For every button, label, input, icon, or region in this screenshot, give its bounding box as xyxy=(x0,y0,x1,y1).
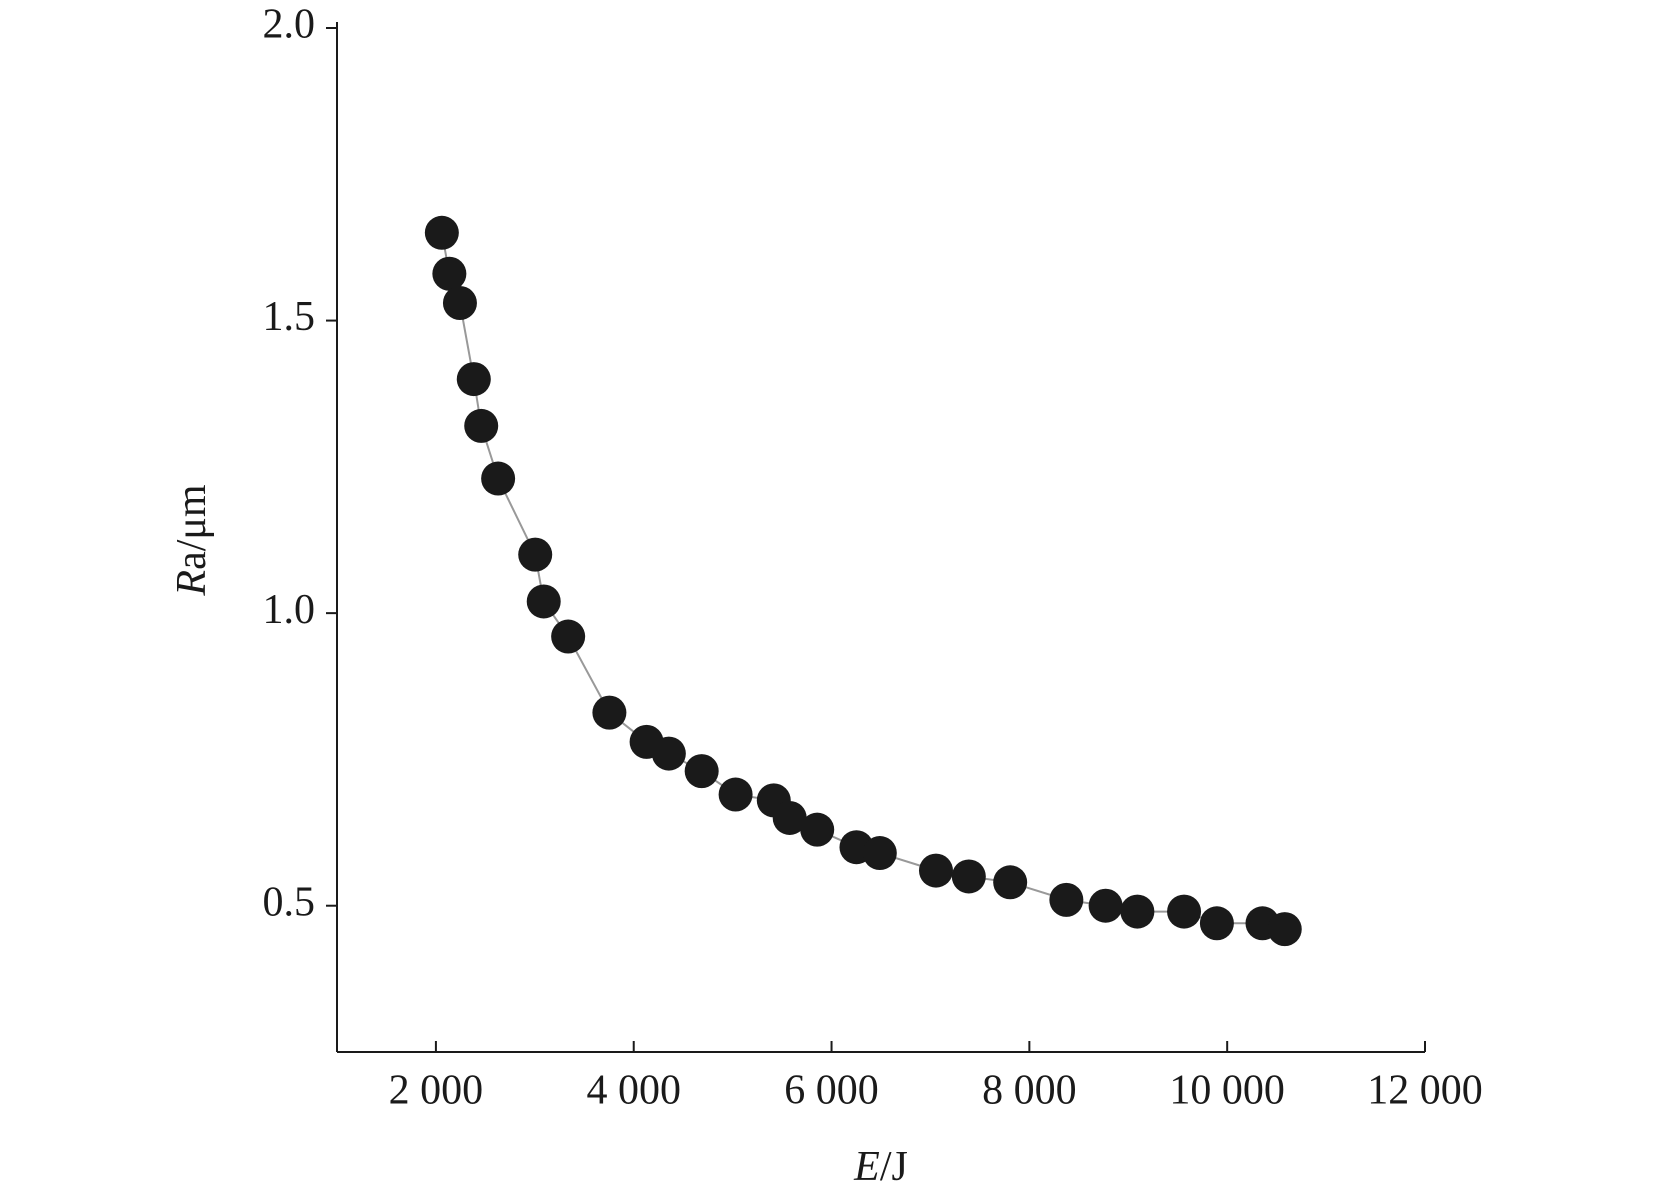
y-tick-label: 1.5 xyxy=(263,294,316,340)
data-point xyxy=(526,584,561,619)
data-point xyxy=(862,836,897,871)
data-point xyxy=(551,619,586,654)
data-point xyxy=(424,215,459,250)
x-tick-label: 6 000 xyxy=(784,1068,879,1114)
data-point xyxy=(718,777,753,812)
x-tick-label: 2 000 xyxy=(389,1068,484,1114)
data-point xyxy=(442,286,477,321)
data-point xyxy=(918,853,953,888)
y-tick-label: 0.5 xyxy=(263,879,316,925)
data-point xyxy=(800,812,835,847)
data-line xyxy=(440,232,1286,931)
data-point xyxy=(456,362,491,397)
y-tick-label: 2.0 xyxy=(263,2,316,48)
data-point xyxy=(772,800,807,835)
data-point xyxy=(1199,906,1234,941)
data-point xyxy=(592,695,627,730)
data-point xyxy=(481,461,516,496)
data-point xyxy=(651,736,686,771)
data-point xyxy=(518,537,553,572)
data-point xyxy=(1049,882,1084,917)
x-tick-label: 12 000 xyxy=(1367,1068,1483,1114)
x-tick-label: 8 000 xyxy=(982,1068,1077,1114)
data-point xyxy=(1088,888,1123,923)
data-point xyxy=(951,859,986,894)
x-axis-label: E/J xyxy=(853,1144,908,1190)
data-point xyxy=(432,256,467,291)
x-tick-label: 4 000 xyxy=(586,1068,681,1114)
y-axis-label: Ra/μm xyxy=(169,484,215,596)
data-point xyxy=(993,865,1028,900)
data-point xyxy=(684,754,719,789)
data-point xyxy=(464,408,499,443)
data-point xyxy=(1120,894,1155,929)
y-tick-label: 1.0 xyxy=(263,587,316,633)
x-tick-label: 10 000 xyxy=(1169,1068,1285,1114)
data-point xyxy=(1167,894,1202,929)
data-point xyxy=(1267,912,1302,947)
